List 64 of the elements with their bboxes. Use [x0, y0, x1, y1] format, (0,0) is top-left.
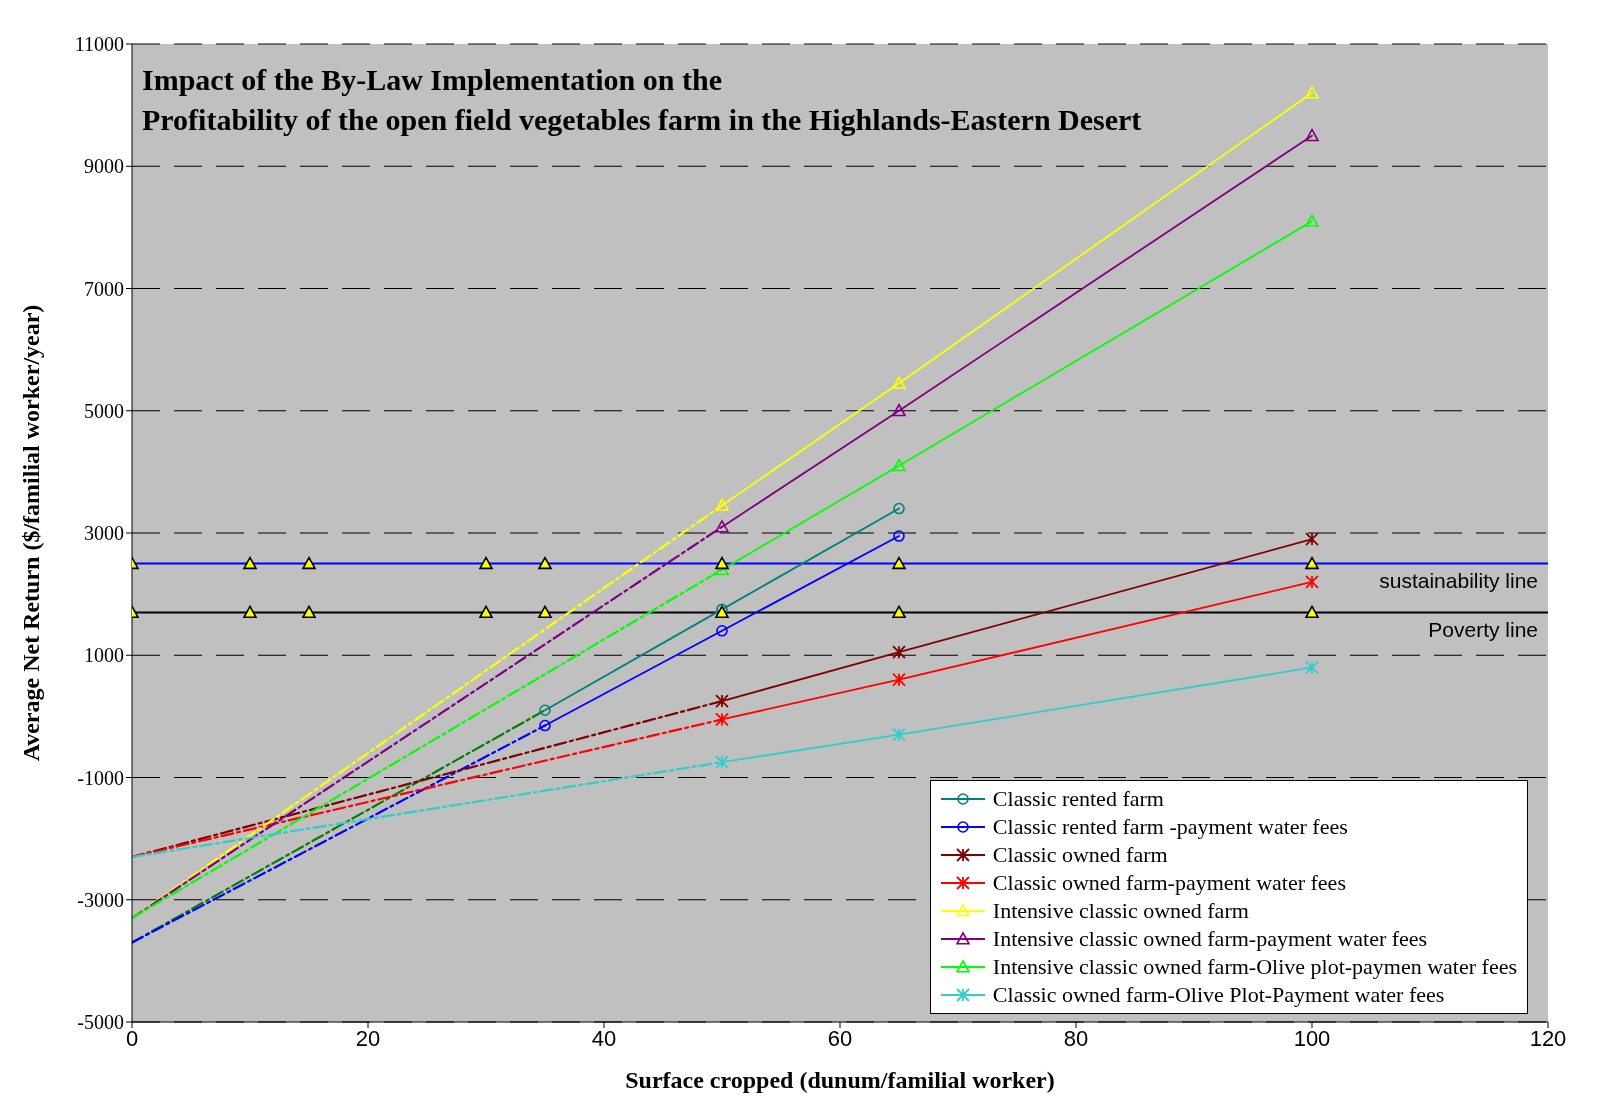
legend-label: Classic owned farm-Olive Plot-Payment water fees [992, 981, 1445, 1009]
x-tick-label: 80 [1063, 1025, 1089, 1051]
point [893, 502, 905, 515]
legend-label: Intensive classic owned farm [992, 897, 1249, 925]
legend-label: Classic owned farm-payment water fees [992, 869, 1346, 897]
point [892, 458, 906, 472]
point [539, 719, 551, 732]
x-axis-title: Surface cropped (dunum/familial worker) [625, 1067, 1055, 1093]
text: Impact of the By-Law Implementation on the Profitability of the open field vegetables farm in the Highlands-Eastern Desert [142, 62, 1142, 138]
x-tick-label: 120 [1529, 1025, 1567, 1051]
point [892, 376, 906, 389]
point [1305, 660, 1319, 675]
y-tick-label: -3000 [77, 888, 124, 911]
legend-label: Classic rented farm -payment water fees [992, 813, 1348, 841]
x-tick-label: 40 [591, 1025, 617, 1051]
y-tick-label: 3000 [84, 522, 124, 545]
point [715, 694, 729, 708]
point [479, 556, 493, 570]
legend-label: Classic owned farm [992, 841, 1168, 869]
point [1305, 86, 1319, 99]
point [1305, 532, 1319, 547]
point [302, 556, 316, 570]
point [539, 704, 551, 717]
y-axis-title: Average Net Return ($/familial worker/year) [17, 304, 44, 762]
y-tick-label: 1000 [84, 644, 124, 667]
point [716, 625, 728, 637]
point [715, 755, 729, 770]
y-tick-label: 9000 [84, 155, 124, 178]
point [1305, 605, 1319, 619]
point [893, 530, 905, 542]
point [715, 556, 729, 570]
point [538, 556, 552, 570]
x-tick-label: 60 [827, 1025, 853, 1051]
point [892, 672, 906, 687]
point [1305, 128, 1319, 142]
point [892, 645, 906, 660]
point [243, 605, 257, 619]
point [538, 605, 552, 619]
legend-label: Intensive classic owned farm-payment water fees [992, 925, 1428, 953]
point [479, 605, 493, 619]
x-tick-label: 100 [1293, 1025, 1331, 1051]
point [1305, 575, 1319, 589]
point [715, 498, 729, 512]
point [892, 403, 906, 417]
x-tick-label: 0 [125, 1025, 139, 1051]
point [715, 712, 729, 727]
ref-line-label: sustainability line [1379, 569, 1538, 593]
y-tick-label: 7000 [84, 277, 124, 300]
point [892, 605, 906, 619]
point [302, 605, 316, 619]
point [243, 556, 257, 570]
point [1305, 556, 1319, 570]
point [715, 520, 729, 533]
point [892, 727, 906, 742]
x-tick-label: 20 [355, 1025, 381, 1051]
legend-label: Classic rented farm [992, 785, 1164, 813]
y-tick-label: 11000 [74, 33, 124, 56]
y-tick-label: -1000 [77, 766, 124, 789]
ref-line-label: Poverty line [1428, 618, 1538, 642]
y-tick-label: 5000 [84, 399, 124, 422]
point [1305, 214, 1319, 227]
point [892, 556, 906, 570]
legend-label: Intensive classic owned farm-Olive plot-paymen water fees [992, 953, 1517, 981]
y-tick-label: -5000 [77, 1011, 124, 1034]
